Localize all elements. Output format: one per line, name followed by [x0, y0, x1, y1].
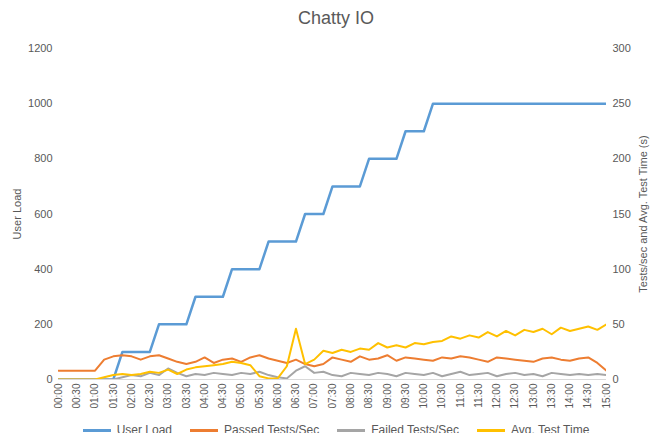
svg-text:04:30: 04:30	[217, 383, 228, 408]
svg-text:12:30: 12:30	[509, 383, 520, 408]
svg-text:00:00: 00:00	[53, 383, 64, 408]
svg-text:150: 150	[613, 208, 631, 220]
svg-text:02:00: 02:00	[126, 383, 137, 408]
svg-text:User Load: User Load	[11, 189, 23, 240]
svg-text:06:30: 06:30	[290, 383, 301, 408]
svg-text:01:00: 01:00	[89, 383, 100, 408]
svg-text:200: 200	[613, 152, 631, 164]
svg-text:0: 0	[46, 373, 52, 385]
svg-text:50: 50	[613, 318, 625, 330]
svg-text:06:00: 06:00	[272, 383, 283, 408]
svg-text:08:00: 08:00	[345, 383, 356, 408]
svg-text:09:00: 09:00	[382, 383, 393, 408]
svg-text:04:00: 04:00	[199, 383, 210, 408]
html-text:Chatty IO: Chatty IO	[298, 8, 374, 28]
svg-text:05:00: 05:00	[235, 383, 246, 408]
svg-text:07:30: 07:30	[327, 383, 338, 408]
svg-text:1200: 1200	[28, 42, 52, 54]
svg-text:02:30: 02:30	[144, 383, 155, 408]
svg-text:05:30: 05:30	[254, 383, 265, 408]
svg-text:1000: 1000	[28, 97, 52, 109]
svg-text:200: 200	[34, 318, 52, 330]
svg-text:11:30: 11:30	[473, 383, 484, 408]
svg-text:08:30: 08:30	[363, 383, 374, 408]
svg-text:11:00: 11:00	[455, 383, 466, 408]
svg-text:03:00: 03:00	[162, 383, 173, 408]
svg-text:01:30: 01:30	[108, 383, 119, 408]
svg-text:300: 300	[613, 42, 631, 54]
svg-text:00:30: 00:30	[71, 383, 82, 408]
svg-text:09:30: 09:30	[400, 383, 411, 408]
svg-text:250: 250	[613, 97, 631, 109]
svg-text:13:00: 13:00	[528, 383, 539, 408]
svg-text:14:00: 14:00	[564, 383, 575, 408]
svg-text:0: 0	[613, 373, 619, 385]
svg-text:10:00: 10:00	[418, 383, 429, 408]
svg-text:10:30: 10:30	[436, 383, 447, 408]
svg-text:800: 800	[34, 152, 52, 164]
svg-text:14:30: 14:30	[582, 383, 593, 408]
svg-text:03:30: 03:30	[181, 383, 192, 408]
svg-text:600: 600	[34, 208, 52, 220]
svg-text:100: 100	[613, 263, 631, 275]
svg-text:Tests/sec and Avg. Test Time (: Tests/sec and Avg. Test Time (s)	[637, 135, 649, 292]
svg-text:15:00: 15:00	[601, 383, 612, 408]
svg-text:12:00: 12:00	[491, 383, 502, 408]
svg-text:07:00: 07:00	[308, 383, 319, 408]
svg-text:13:30: 13:30	[546, 383, 557, 408]
svg-text:400: 400	[34, 263, 52, 275]
